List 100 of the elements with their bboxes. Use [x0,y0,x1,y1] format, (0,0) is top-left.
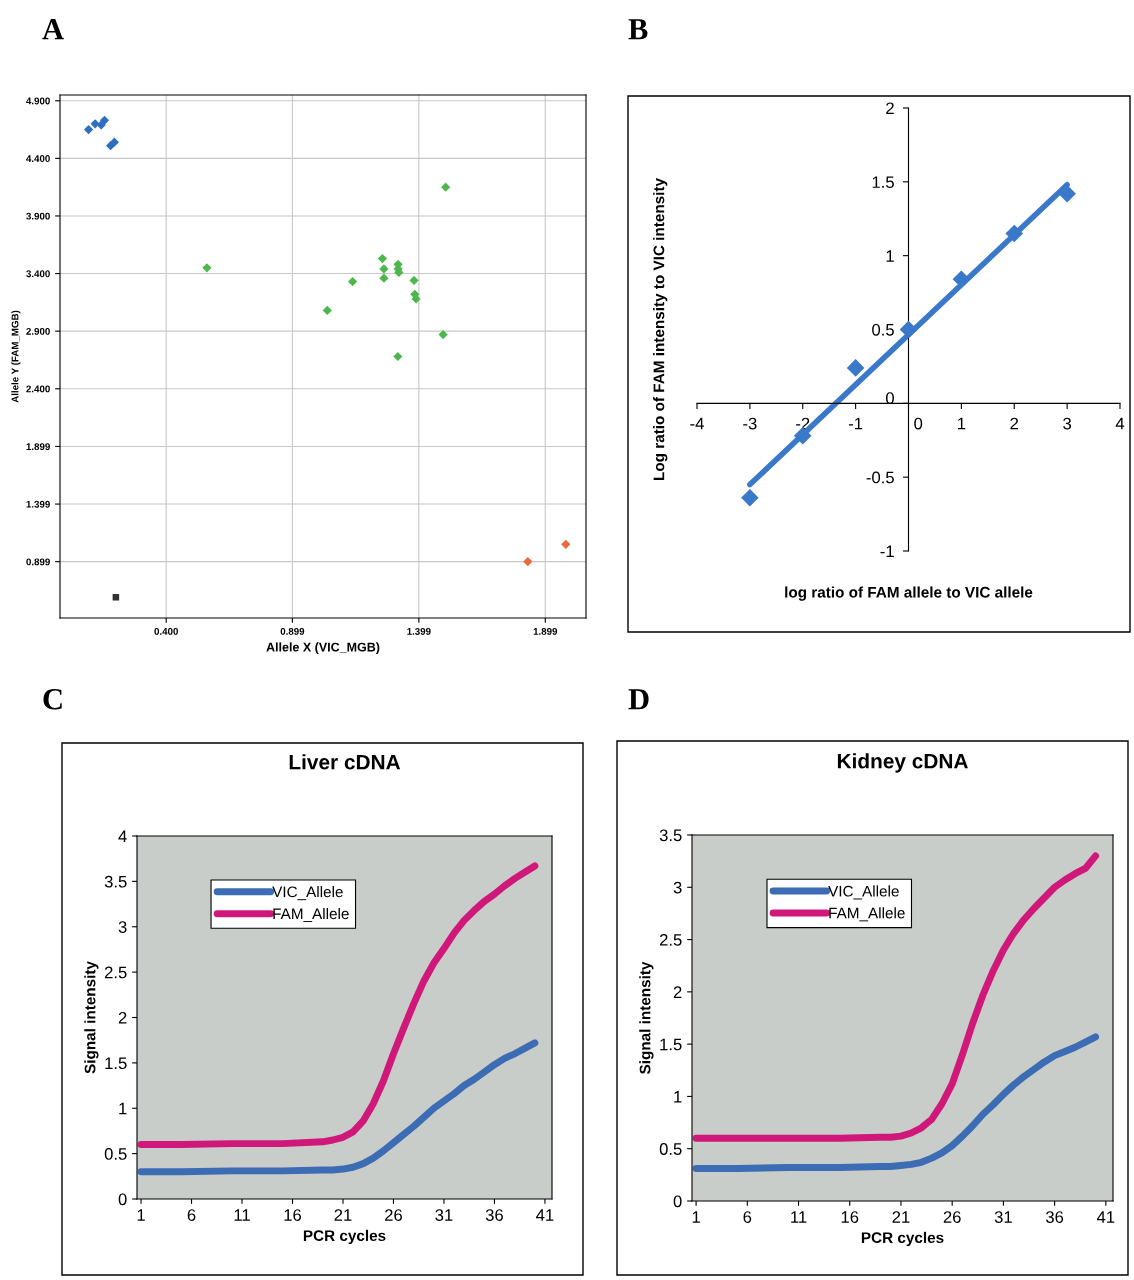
y-axis-title: Signal intensity [84,961,99,1074]
x-tick-label: 1 [692,1211,700,1223]
y-tick-label: 4.900 [26,97,50,105]
y-tick-label: 0.5 [104,1148,127,1160]
x-tick-label: 3 [1063,417,1072,430]
x-tick-label: 16 [284,1209,302,1221]
point [899,320,918,339]
y-tick-label: 0 [118,1193,127,1206]
x-tick-label: 1.399 [407,627,431,635]
y-axis-title: Allele Y (FAM_MGB) [11,310,21,403]
y-tick-label: 3.400 [26,270,50,278]
y-tick-label: 1.5 [660,1038,682,1051]
x-tick-label: -4 [690,417,704,430]
y-tick-label: 3 [118,921,127,933]
x-tick-label: 4 [1115,417,1125,430]
text: A [42,19,64,40]
y-tick-label: -1 [880,545,894,558]
point [1058,184,1076,203]
x-tick-label: 6 [187,1209,196,1221]
x-tick-label: 1.899 [533,627,558,635]
x-tick-label: -1 [848,417,863,430]
y-tick-label: 3.5 [659,829,682,842]
x-tick-label: 26 [385,1209,403,1221]
x-tick-label: 31 [435,1209,453,1221]
x-axis-title: log ratio of FAM allele to VIC allele [785,586,1033,601]
y-tick-label: 3.5 [104,875,127,888]
y-tick-label: 0.899 [26,558,50,566]
point [83,124,94,135]
text: B [628,19,648,40]
point [846,359,865,377]
y-tick-label: 1.5 [872,176,894,189]
point [441,182,451,192]
x-tick-label: 21 [334,1209,352,1221]
x-tick-label: 16 [841,1211,859,1223]
y-axis-title: Log ratio of FAM intensity to VIC intensity [653,178,668,480]
text: D [628,689,649,710]
legend-label: FAM_Allele [829,907,905,922]
legend-label: VIC_Allele [828,885,899,900]
point [561,539,571,549]
x-tick-label: 26 [943,1211,961,1223]
text: C [43,688,62,710]
x-tick-label: 1 [137,1209,145,1221]
x-tick-label: 41 [1096,1211,1115,1223]
x-tick-label: 41 [536,1209,554,1221]
x-tick-label: 2 [1010,417,1019,430]
y-tick-label: 2.900 [26,327,50,335]
y-tick-label: 2.5 [104,966,127,979]
x-tick-label: 6 [743,1211,752,1223]
y-tick-label: 1 [674,1091,682,1103]
x-tick-label: 31 [994,1211,1012,1223]
legend-label: VIC_Allele [272,886,343,901]
y-tick-label: 1.899 [26,443,50,451]
point [1005,224,1024,243]
point [347,277,358,287]
point [379,264,389,274]
legend-label: FAM_Allele [273,907,349,923]
x-tick-label: 36 [1045,1211,1064,1223]
x-tick-label: -3 [743,417,757,430]
point [438,330,448,340]
y-tick-label: 1 [886,250,894,262]
chart-title: Liver cDNA [289,754,401,770]
point [741,489,759,507]
y-tick-label: 0.5 [872,323,894,336]
point [523,556,533,567]
y-axis-title: Signal intensity [639,961,654,1075]
y-tick-label: 3 [673,881,682,894]
y-tick-label: 4.400 [26,155,50,162]
y-tick-label: -0.5 [866,471,894,484]
y-tick-label: 2 [886,102,894,115]
y-tick-label: 0 [673,1195,682,1208]
chart-title: Kidney cDNA [837,753,968,773]
x-tick-label: 0 [914,417,923,430]
x-tick-label: 36 [485,1209,503,1221]
y-tick-label: 4 [118,830,127,843]
point [793,427,812,445]
x-axis-title: Allele X (VIC_MGB) [266,642,380,654]
y-tick-label: 2.5 [659,933,682,946]
y-tick-label: 2 [118,1011,127,1024]
x-axis-title: PCR cycles [861,1231,944,1247]
x-axis-title: PCR cycles [303,1229,386,1245]
point [393,351,403,362]
point [409,275,419,286]
y-tick-label: 2 [673,986,682,998]
x-tick-label: 1 [958,417,966,430]
y-tick-label: 1 [119,1102,127,1115]
y-tick-label: 1.399 [26,500,50,508]
y-tick-label: 2.400 [26,385,50,393]
x-tick-label: 11 [234,1209,250,1221]
y-tick-label: 0.5 [659,1143,682,1155]
point [377,253,388,264]
point [322,305,332,316]
point [112,594,120,601]
point [202,263,212,273]
x-tick-label: 0.899 [280,627,305,635]
point [379,273,389,283]
x-tick-label: 11 [791,1211,807,1223]
point [99,115,110,125]
y-tick-label: 1.5 [105,1057,127,1070]
x-tick-label: 0.400 [154,627,178,635]
y-tick-label: 3.900 [26,212,50,220]
